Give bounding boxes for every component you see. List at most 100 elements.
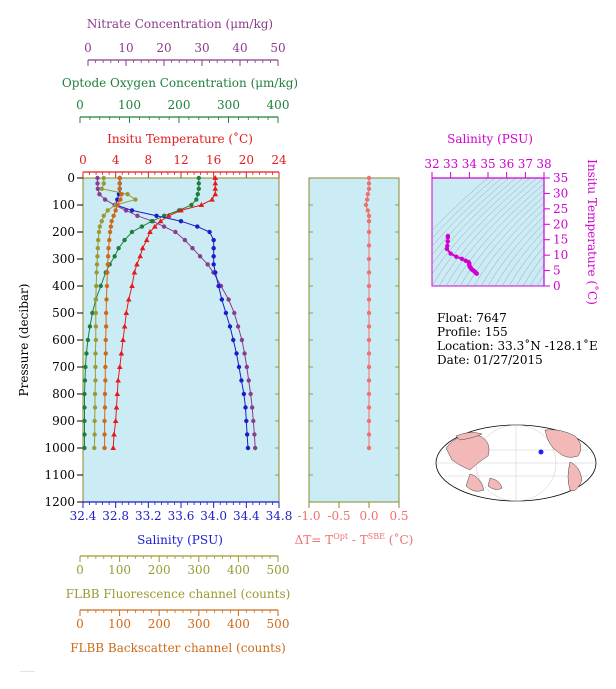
nitrate-point [246,378,251,383]
salinity-axis-tick-label: 34.8 [266,509,293,523]
profile-number: Profile: 155 [437,325,508,339]
density-contour [459,189,544,286]
oxygen-point [116,246,121,251]
fluorescence-point [92,418,97,424]
ts-point [459,256,465,262]
delta_t-point [366,297,372,302]
nitrate-axis-tick-label: 20 [156,41,171,55]
temperature-point [178,207,184,213]
delta_t-point [366,270,372,275]
delta_t-point [366,351,372,356]
delta_t-point [363,202,369,208]
fluorescence-point [92,405,98,410]
fluorescence-point [125,192,130,197]
delta_t-point [366,445,372,451]
salinity-point [227,324,233,329]
fluorescence-point [92,391,98,397]
backscatter-point [102,405,108,410]
temperature-point [110,445,117,450]
ts-y-tick-label: 15 [553,233,568,247]
nitrate-point [239,337,245,343]
nitrate-point [205,262,210,267]
salinity-axis-tick-label: 32.8 [102,509,129,523]
pressure-tick-label: 0 [67,171,75,185]
nitrate-axis-label: Nitrate Concentration (μm/kg) [87,17,273,31]
density-contour [432,178,510,256]
backscatter-point [103,337,108,343]
nitrate-point [95,181,100,186]
backscatter-point [113,208,118,213]
backscatter-point [102,445,107,451]
backscatter-point [105,270,110,275]
backscatter-point [119,192,124,197]
oxygen-point [112,254,117,259]
float-location-marker [538,449,544,455]
delta_t-point [366,256,372,262]
ts-x-tick-label: 32 [424,157,439,171]
fluorescence-point [101,181,106,186]
oxygen-point [82,378,88,383]
temperature-axis-tick-label: 8 [145,153,153,167]
delta-t-tick-label: 0.0 [359,509,378,523]
pressure-axis-label: Pressure (decibar) [17,284,31,397]
salinity-point [239,378,244,383]
fluorescence-point [99,219,104,224]
fluorescence-point [97,224,103,229]
salinity-axis-label: Salinity (PSU) [137,533,223,547]
density-contour [536,274,544,286]
backscatter-axis: 0 100 200 300 400 500 [76,609,289,631]
salinity-point [231,337,236,343]
nitrate-axis: 0 10 20 30 40 50 [84,41,286,66]
oxygen-point [85,337,91,343]
temperature-axis-tick-label: 0 [79,153,87,167]
oxygen-point [82,405,87,410]
salinity-axis-tick-label: 33.2 [135,509,162,523]
temperature-point [137,253,143,259]
nitrate-point [249,405,255,410]
density-contour [445,178,544,286]
backscatter-point [107,229,113,235]
oxygen-point [196,175,201,181]
fluorescence-axis-tick-label: 300 [187,563,210,577]
fluorescence-point [94,262,100,267]
fluorescence-point [93,364,98,370]
fluorescence-point [133,197,138,202]
nitrate-point [226,297,231,302]
fluorescence-axis-tick-label: 0 [76,563,84,577]
delta_t-point [365,208,370,213]
oxygen-point [149,219,154,224]
ts-x-tick-label: 33 [443,157,458,171]
ts-point [474,271,479,276]
delta_t-point [365,197,370,202]
density-contour [487,215,544,286]
salinity-point [213,270,218,275]
ts-x-tick-label: 37 [518,157,533,171]
temperature-point [115,377,121,383]
density-contour [480,208,544,286]
delta_t-point [366,229,372,235]
fluorescence-axis-tick-label: 100 [108,563,131,577]
delta-t-series [363,175,372,451]
oxygen-point [82,432,87,437]
density-contour [432,178,524,276]
temperature-point [118,350,125,356]
density-contour [438,178,538,286]
temperature-axis-tick-label: 24 [271,153,287,167]
nitrate-point [190,246,195,251]
temperature-point [212,180,219,186]
ts-y-tick-label: 25 [553,202,568,216]
oxygen-point [83,364,88,370]
backscatter-point [103,310,109,316]
backscatter-axis-label: FLBB Backscatter channel (counts) [70,641,286,655]
delta-t-tick-label: -0.5 [327,509,350,523]
oxygen-point [90,310,95,316]
temperature-point [157,218,164,224]
world-map [435,424,597,502]
temperature-point [114,391,121,396]
temperature-point [134,261,140,267]
delta_t-point [366,432,372,437]
density-contour [508,237,544,286]
fluorescence-point [105,208,110,213]
